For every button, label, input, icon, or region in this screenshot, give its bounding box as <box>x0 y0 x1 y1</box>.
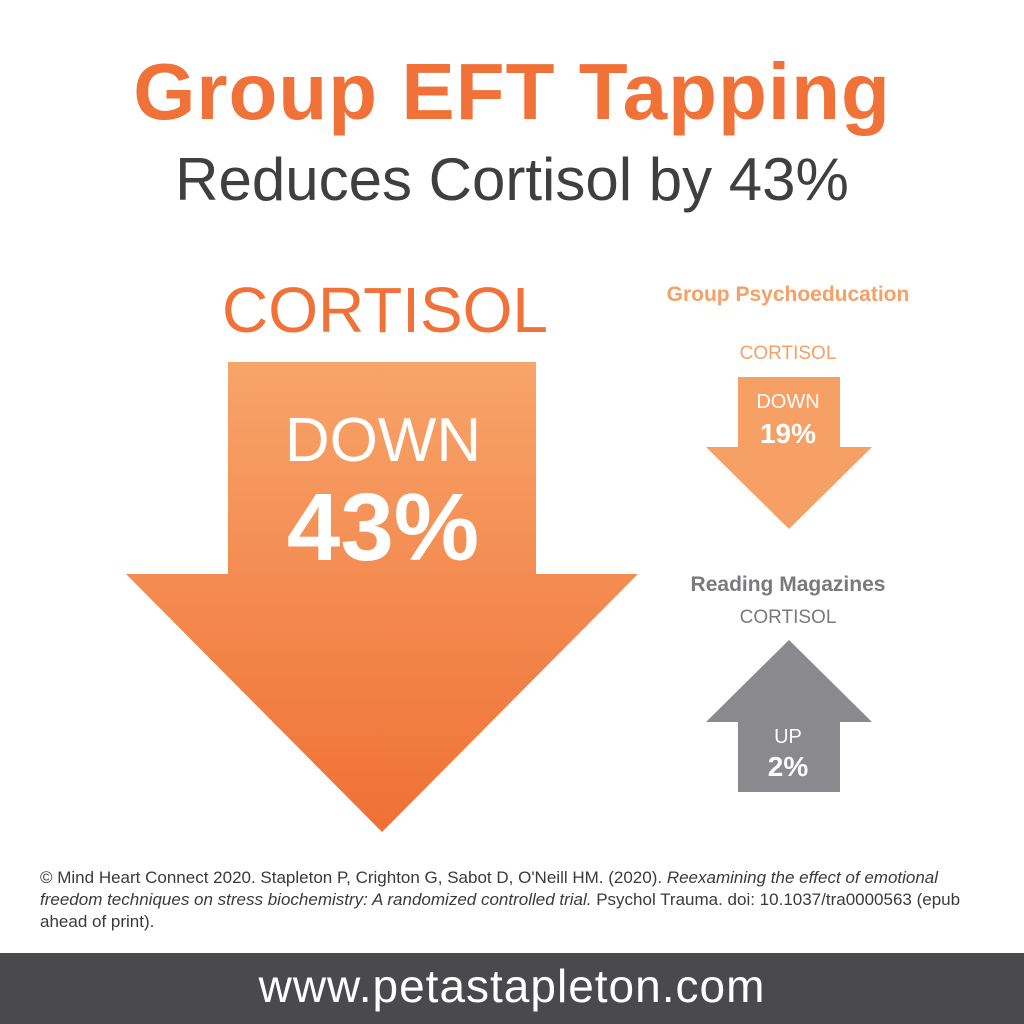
magazines-title: Reading Magazines <box>690 573 886 596</box>
small-up-arrow <box>706 640 872 792</box>
main-cortisol-label: CORTISOL <box>222 274 548 346</box>
psychoeducation-title: Group Psychoeducation <box>666 283 910 306</box>
psychoeducation-value-label: 19% <box>759 418 817 449</box>
magazines-cortisol-label: CORTISOL <box>739 607 837 628</box>
psychoeducation-direction-label: DOWN <box>756 391 820 413</box>
page-subtitle: Reduces Cortisol by 43% <box>175 146 849 213</box>
footer-url[interactable]: www.petastapleton.com <box>258 960 766 1012</box>
citation-prefix: © Mind Heart Connect 2020. Stapleton P, … <box>40 868 667 887</box>
small-down-arrow <box>706 377 872 529</box>
magazines-value-label: 2% <box>767 751 809 782</box>
footer-bar <box>0 953 1024 1024</box>
big-down-arrow <box>126 362 638 832</box>
page-title: Group EFT Tapping <box>133 47 891 136</box>
citation-suffix: Psychol Trauma. doi: 10.1037/tra0000563 … <box>40 890 961 931</box>
psychoeducation-cortisol-label: CORTISOL <box>739 343 837 364</box>
citation-article-title: Reexamining the effect of emotional free… <box>40 868 939 909</box>
citation-text: © Mind Heart Connect 2020. Stapleton P, … <box>40 867 980 933</box>
main-direction-label: DOWN <box>284 406 482 475</box>
main-value-label: 43% <box>286 474 480 581</box>
magazines-direction-label: UP <box>774 726 802 748</box>
